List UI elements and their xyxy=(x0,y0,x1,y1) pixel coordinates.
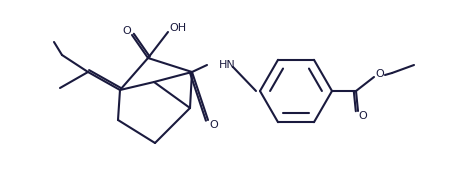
Text: HN: HN xyxy=(219,60,236,70)
Text: O: O xyxy=(123,26,131,36)
Text: OH: OH xyxy=(169,23,187,33)
Text: O: O xyxy=(210,120,218,130)
Text: O: O xyxy=(359,111,367,121)
Text: O: O xyxy=(375,69,385,79)
